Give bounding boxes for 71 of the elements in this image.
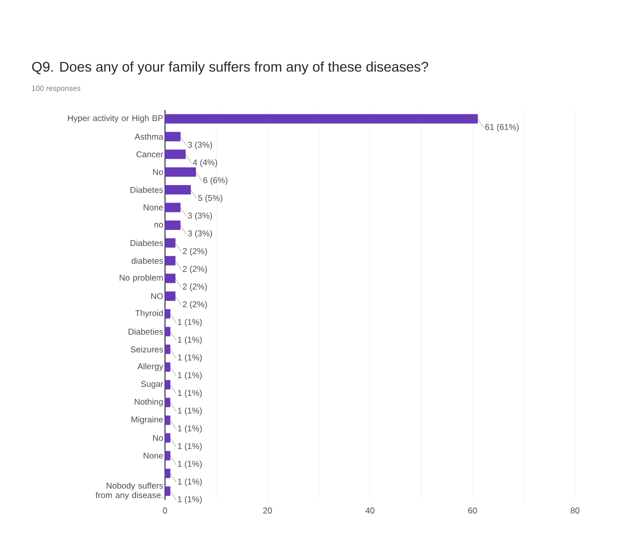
y-tick-label: Nobody suffers from any disease. [96, 482, 163, 500]
data-label: 1 (1%) [178, 496, 202, 504]
y-tick-label: None [144, 452, 163, 459]
data-label: 5 (5%) [198, 194, 222, 203]
y-tick-label: Allergy [137, 363, 164, 371]
data-label: 4 (4%) [192, 159, 218, 168]
y-tick-label: Diabetes [130, 240, 163, 246]
bar [164, 150, 186, 160]
data-label: 1 (1%) [178, 407, 202, 416]
x-tick-label: 0 [162, 508, 168, 514]
data-label: 1 (1%) [178, 318, 202, 327]
data-label: 2 (2%) [182, 301, 207, 309]
data-label: 1 (1%) [178, 442, 202, 451]
bar [164, 291, 176, 301]
data-label: 2 (2%) [182, 283, 207, 292]
data-label: 3 (3%) [188, 141, 212, 150]
data-label: 6 (6%) [203, 176, 228, 185]
bar [164, 416, 170, 425]
bar [164, 450, 170, 460]
bar [164, 433, 170, 443]
bar [164, 344, 170, 354]
data-label: 3 (3%) [188, 230, 212, 238]
bar [164, 202, 181, 212]
bar [164, 220, 181, 230]
bar [164, 132, 181, 142]
x-tick-label: 40 [365, 508, 374, 514]
data-label: 3 (3%) [188, 212, 212, 220]
data-label: 1 (1%) [178, 354, 202, 362]
bar [164, 274, 176, 284]
y-tick-label: Hyper activity or High BP [68, 114, 163, 123]
bar [164, 380, 170, 390]
y-tick-label: None [144, 204, 163, 210]
bar [164, 398, 170, 408]
y-tick-label: Asthma [134, 133, 164, 140]
data-label: 2 (2%) [182, 266, 207, 274]
bar [164, 326, 170, 336]
y-tick-label: Nothing [134, 398, 163, 406]
y-tick-label: NO [151, 293, 163, 300]
chart-title: Q9. Does any of your family suffers from any of these diseases? [32, 61, 428, 74]
bar [164, 362, 170, 372]
data-label: 1 (1%) [178, 478, 202, 486]
bar [164, 309, 170, 319]
data-label: 1 (1%) [178, 372, 202, 380]
y-tick-label: no [154, 222, 163, 228]
bar [164, 167, 196, 177]
bar [164, 256, 176, 266]
y-tick-label: No [153, 434, 163, 441]
bar [164, 238, 176, 248]
bar [164, 468, 170, 478]
y-tick-label: Diabetes [130, 186, 163, 193]
y-tick-label: Migraine [132, 416, 163, 424]
y-tick-label: diabetes [132, 258, 163, 264]
y-tick-label: Diabeties [128, 328, 163, 335]
data-label: 2 (2%) [182, 248, 207, 256]
data-label: 61 (61%) [485, 124, 519, 132]
y-tick-label: Cancer [136, 151, 164, 158]
y-tick-label: Thyroid [135, 310, 163, 318]
x-tick-label: 20 [263, 508, 272, 514]
data-label: 1 (1%) [178, 336, 202, 344]
bar [164, 114, 478, 124]
bar [164, 185, 191, 194]
x-tick-label: 60 [468, 508, 477, 514]
data-label: 1 (1%) [178, 460, 202, 468]
y-tick-label: Seizures [130, 346, 163, 352]
x-tick-label: 80 [570, 508, 580, 514]
bar [164, 486, 170, 496]
y-tick-label: Sugar [141, 380, 164, 389]
data-label: 1 (1%) [178, 425, 202, 434]
data-label: 1 (1%) [178, 390, 202, 398]
y-tick-label: No problem [120, 274, 163, 282]
y-tick-label: No [153, 169, 163, 175]
